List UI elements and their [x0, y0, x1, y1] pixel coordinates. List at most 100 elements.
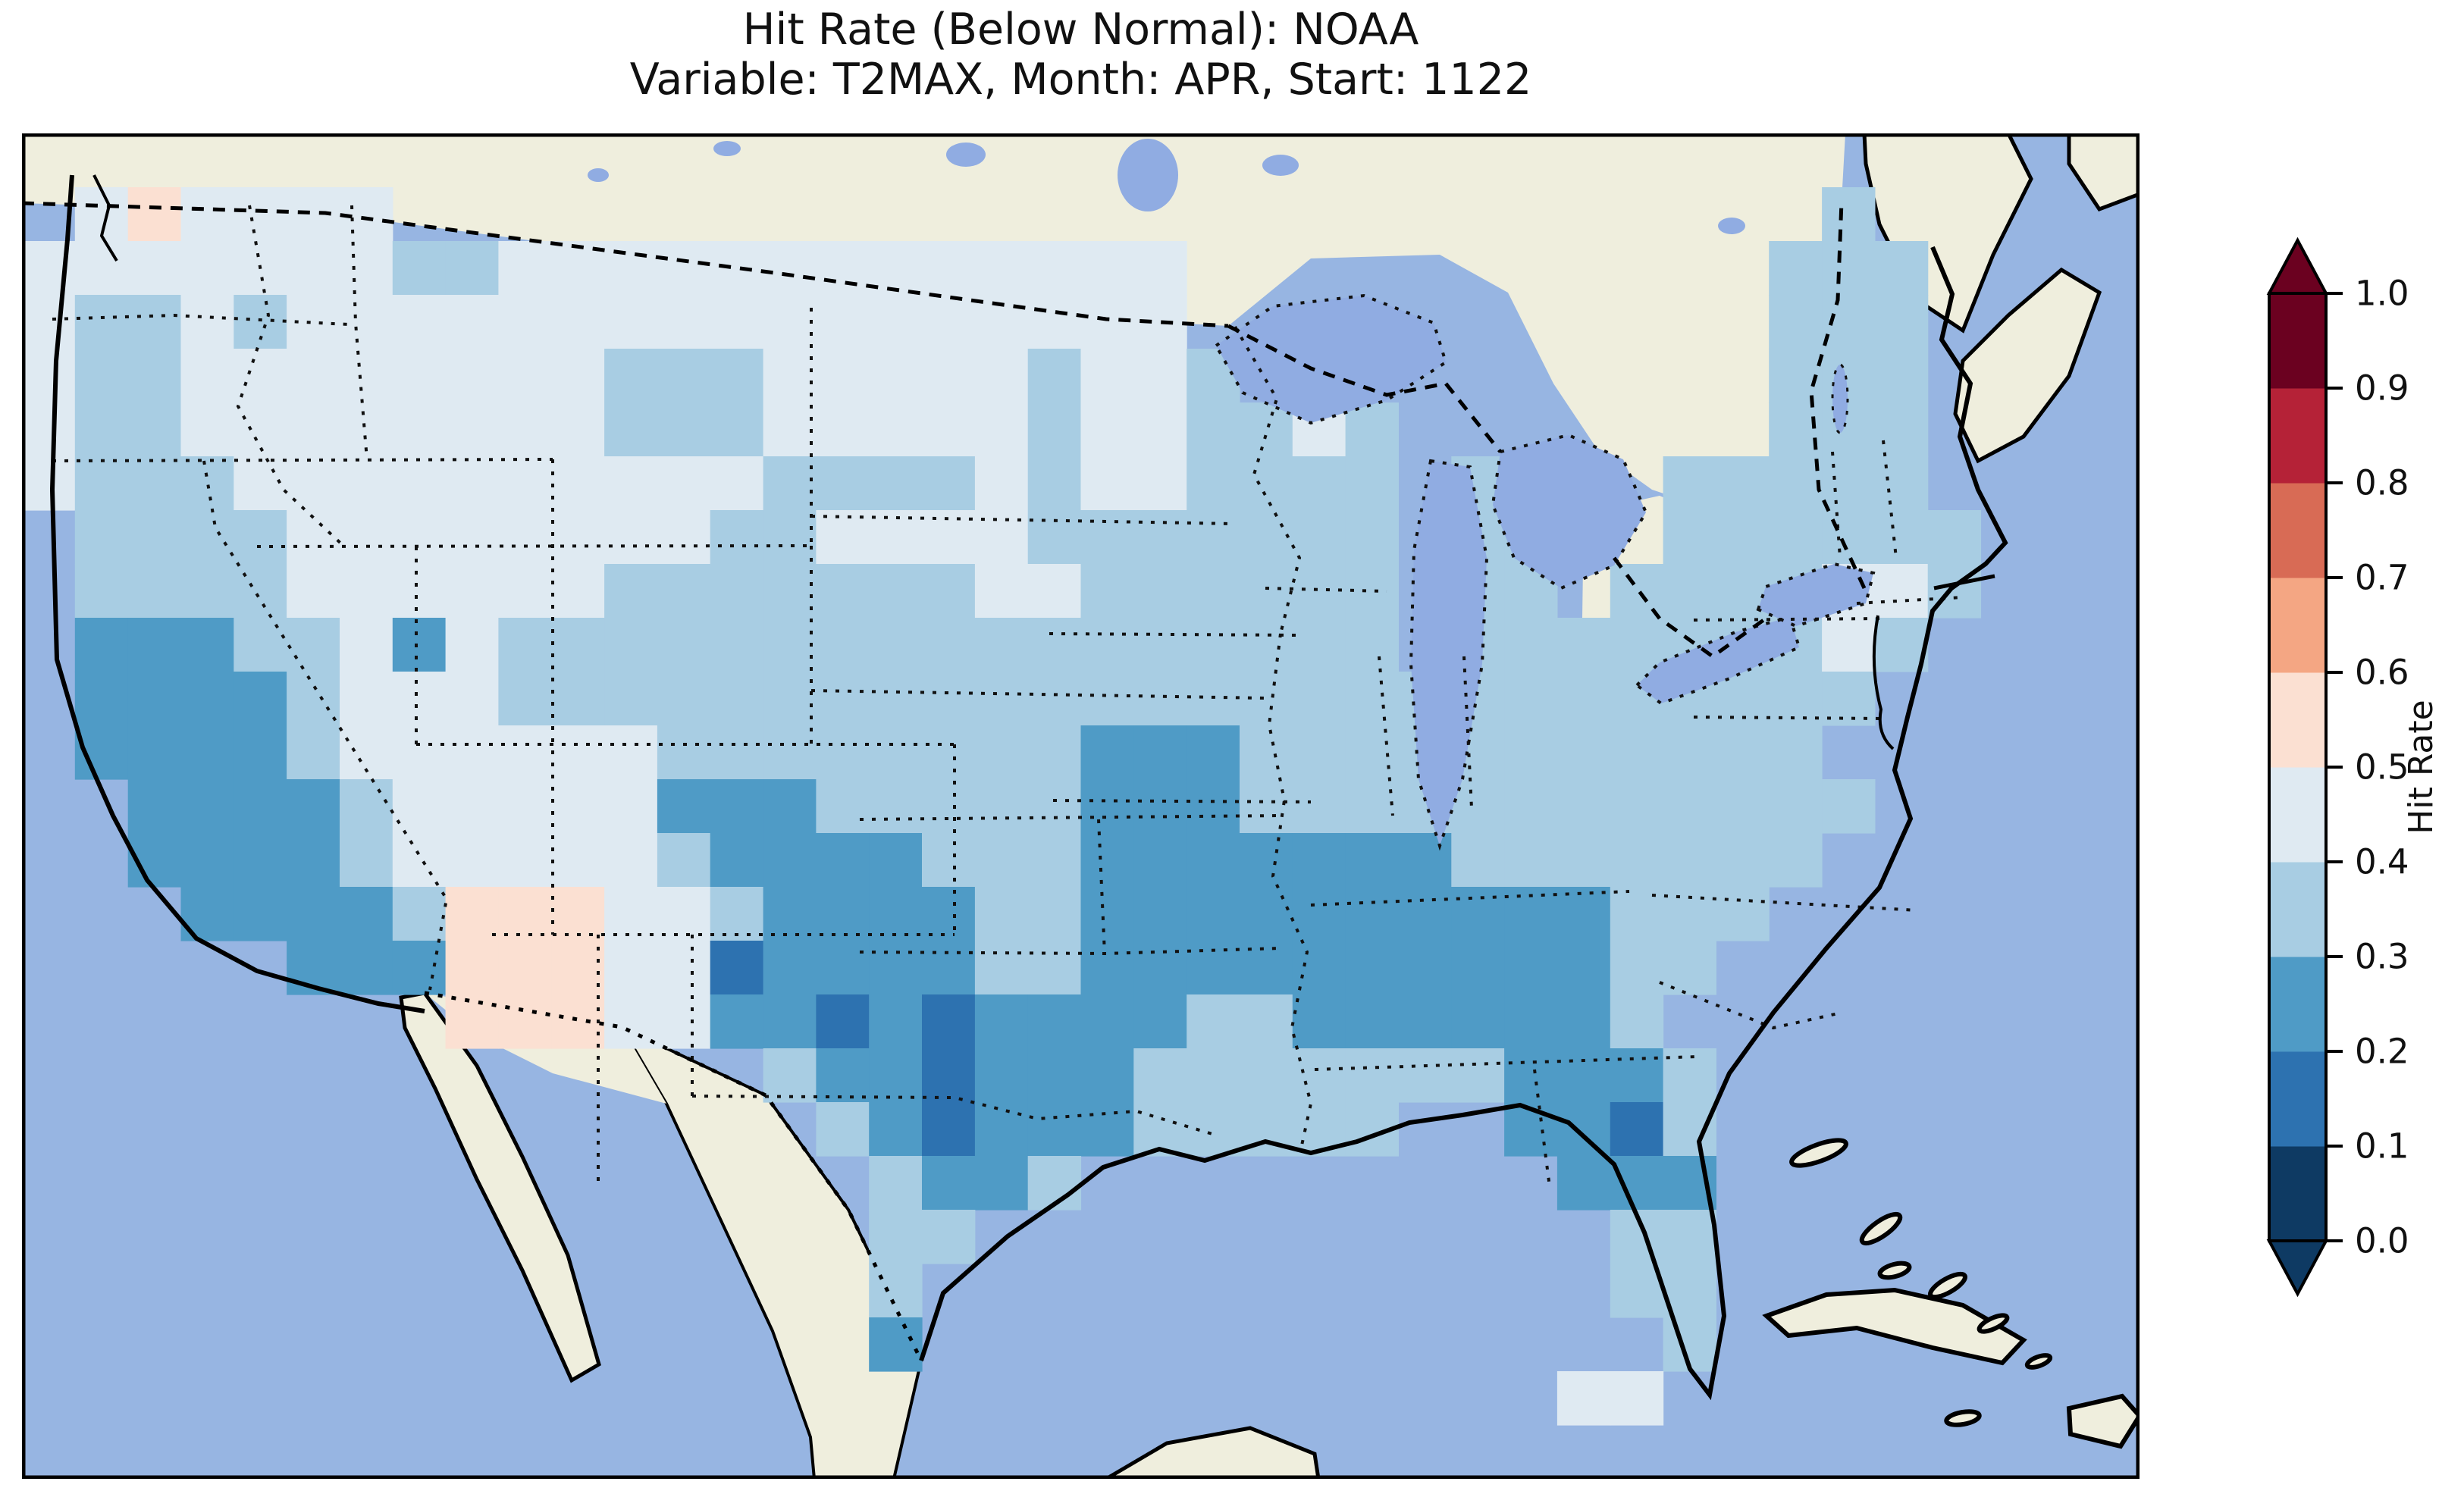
heatmap-cell — [1663, 510, 1716, 565]
heatmap-cell — [1080, 510, 1134, 565]
heatmap-cell — [1240, 564, 1293, 619]
heatmap-cell — [763, 1048, 817, 1103]
heatmap-cell — [1292, 618, 1346, 672]
us-canada-border — [22, 201, 1867, 659]
heatmap-cell — [1663, 833, 1716, 888]
heatmap-cell — [1610, 725, 1664, 780]
heatmap-cell — [1133, 241, 1187, 296]
heatmap-cell — [127, 295, 182, 349]
heatmap-cell — [657, 402, 711, 457]
heatmap-cell — [498, 241, 552, 296]
heatmap-cell — [1080, 779, 1134, 834]
heatmap-cell — [763, 402, 817, 457]
newfoundland-land — [2067, 133, 2140, 212]
heatmap-cell — [657, 672, 711, 726]
map-panel — [22, 133, 2140, 1479]
heatmap-cell — [445, 618, 499, 672]
heatmap-cell — [1556, 725, 1611, 780]
heatmap-cell — [710, 295, 764, 349]
heatmap-cell — [604, 618, 658, 672]
heatmap-cell — [1027, 887, 1082, 941]
heatmap-cell — [287, 672, 340, 726]
heatmap-cell — [1663, 887, 1716, 941]
heatmap-cell — [869, 1048, 923, 1103]
heatmap-cell — [869, 941, 923, 995]
heatmap-cell — [340, 779, 393, 834]
heatmap-cell — [1027, 725, 1082, 780]
colorbar-segment — [2269, 767, 2326, 863]
heatmap-cell — [1187, 510, 1240, 565]
heatmap-cell — [1556, 994, 1611, 1049]
heatmap-cell — [180, 241, 234, 296]
colorbar-tick-label: 0.3 — [2355, 937, 2409, 977]
heatmap-cell — [1240, 994, 1293, 1049]
heatmap-cell — [869, 510, 923, 565]
heatmap-cell — [1133, 887, 1187, 941]
heatmap-cell — [551, 672, 605, 726]
heatmap-cell — [657, 887, 711, 941]
heatmap-cell — [974, 564, 1029, 619]
heatmap-cell — [657, 618, 711, 672]
new-brunswick-land — [1862, 133, 2033, 334]
heatmap-cell — [22, 349, 76, 403]
heatmap-cell — [816, 779, 870, 834]
colorbar-extend-max-arrow — [2266, 236, 2329, 295]
heatmap-cell — [234, 833, 287, 888]
heatmap-cell — [551, 833, 605, 888]
colorbar-tick-label: 0.1 — [2355, 1126, 2409, 1167]
heatmap-cell — [1187, 402, 1240, 457]
heatmap-cell — [604, 994, 658, 1049]
heatmap-cell — [1504, 779, 1558, 834]
heatmap-cell — [869, 725, 923, 780]
heatmap-cell — [869, 295, 923, 349]
heatmap-cell — [234, 187, 287, 242]
heatmap-cell — [922, 349, 976, 403]
heatmap-cell — [1556, 618, 1611, 672]
heatmap-cell — [392, 510, 447, 565]
heatmap-cell — [763, 887, 817, 941]
heatmap-cell — [1716, 510, 1770, 565]
heatmap-cell — [127, 402, 182, 457]
heatmap-cell — [74, 618, 129, 672]
heatmap-cell — [287, 564, 340, 619]
colorbar-segment — [2269, 1146, 2326, 1242]
heatmap-cell — [180, 295, 234, 349]
heatmap-cell — [974, 1102, 1029, 1157]
figure-title: Hit Rate (Below Normal): NOAA Variable: … — [22, 5, 2140, 105]
heatmap-cell — [657, 564, 711, 619]
heatmap-cell — [1027, 295, 1082, 349]
heatmap-cell — [1610, 1156, 1664, 1211]
heatmap-cell — [445, 672, 499, 726]
heatmap-cell — [22, 295, 76, 349]
heatmap-cell — [710, 564, 764, 619]
heatmap-cell — [1240, 833, 1293, 888]
long-island — [1933, 574, 1995, 590]
heatmap-cell — [1187, 618, 1240, 672]
heatmap-cell — [287, 349, 340, 403]
heatmap-cell — [498, 833, 552, 888]
heatmap-cell — [445, 349, 499, 403]
heatmap-cell — [869, 1317, 923, 1372]
colorbar-segment — [2269, 957, 2326, 1052]
heatmap-cell — [869, 833, 923, 888]
heatmap-cell — [1133, 941, 1187, 995]
heatmap-cell — [1187, 1102, 1240, 1157]
heatmap-cell — [551, 941, 605, 995]
heatmap-cell — [1027, 618, 1082, 672]
colorbar-segment — [2269, 672, 2326, 768]
heatmap-cell — [1080, 402, 1134, 457]
colorbar-segment — [2269, 862, 2326, 957]
heatmap-cell — [710, 349, 764, 403]
heatmap-cell — [1610, 618, 1664, 672]
heatmap-cell — [127, 779, 182, 834]
heatmap-cell — [974, 833, 1029, 888]
heatmap-cell — [340, 833, 393, 888]
heatmap-cell — [74, 402, 129, 457]
heatmap-cell — [1133, 349, 1187, 403]
heatmap-cell — [1292, 833, 1346, 888]
heatmap-cell — [551, 402, 605, 457]
colorbar-axis-label: Hit Rate — [2402, 700, 2440, 834]
heatmap-cell — [1240, 456, 1293, 511]
heatmap-cell — [1556, 672, 1611, 726]
heatmap-cell — [974, 1156, 1029, 1211]
